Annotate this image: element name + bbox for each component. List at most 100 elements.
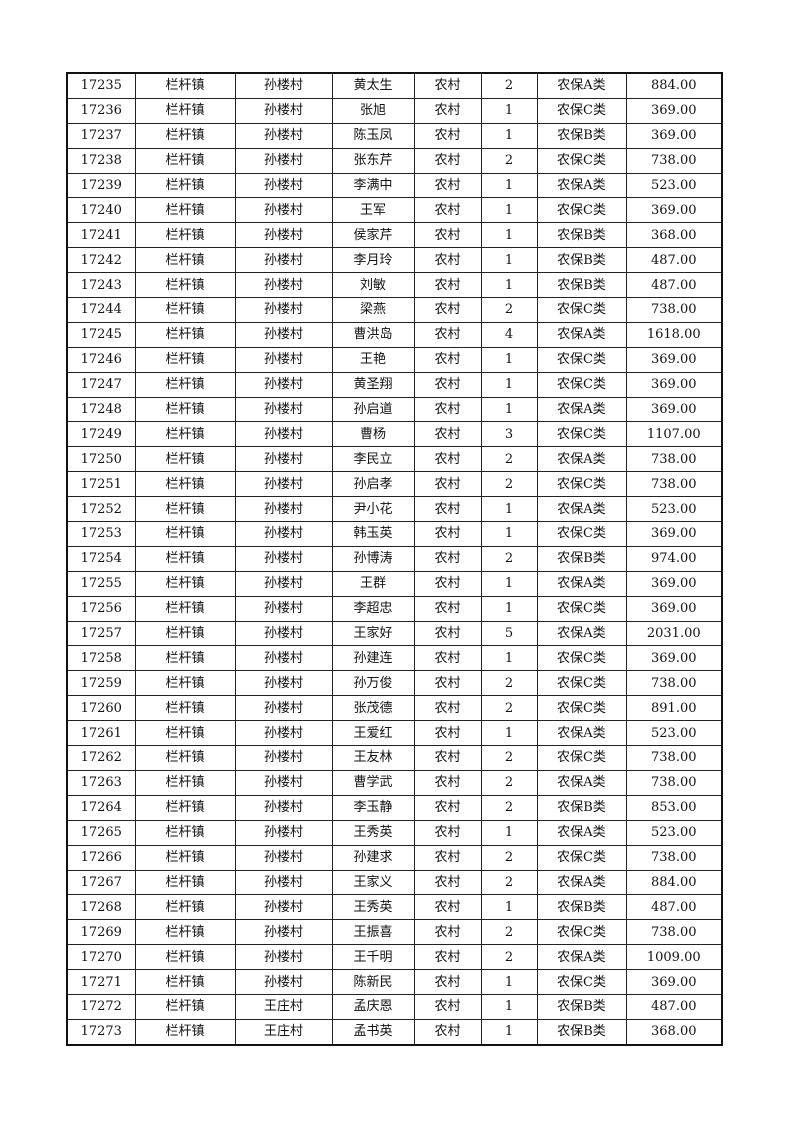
person-count-cell: 1 — [480, 197, 538, 224]
person-count-cell: 2 — [480, 745, 538, 771]
record-id-cell: 17256 — [66, 595, 136, 622]
person-count-cell: 2 — [480, 695, 538, 722]
amount-cell: 1618.00 — [625, 321, 723, 348]
table-row: 17244 栏杆镇 孙楼村 梁燕 农村 2 农保C类 738.00 — [66, 297, 723, 323]
name-cell: 刘敏 — [331, 272, 415, 299]
name-cell: 孙启孝 — [331, 471, 415, 498]
table-row: 17267 栏杆镇 孙楼村 王家义 农村 2 农保A类 884.00 — [66, 869, 723, 896]
person-count-cell: 2 — [480, 147, 538, 174]
amount-cell: 738.00 — [625, 297, 723, 323]
amount-cell: 487.00 — [625, 247, 723, 274]
town-cell: 栏杆镇 — [134, 1018, 236, 1046]
village-cell: 孙楼村 — [234, 595, 333, 622]
record-id-cell: 17246 — [66, 346, 136, 373]
village-cell: 孙楼村 — [234, 645, 333, 672]
village-cell: 孙楼村 — [234, 222, 333, 249]
household-type-cell: 农村 — [413, 222, 482, 249]
table-row: 17249 栏杆镇 孙楼村 曹杨 农村 3 农保C类 1107.00 — [66, 421, 723, 448]
table-row: 17238 栏杆镇 孙楼村 张东芹 农村 2 农保C类 738.00 — [66, 147, 723, 174]
insurance-category-cell: 农保C类 — [536, 147, 627, 174]
record-id-cell: 17237 — [66, 122, 136, 149]
table-row: 17258 栏杆镇 孙楼村 孙建连 农村 1 农保C类 369.00 — [66, 645, 723, 672]
village-cell: 孙楼村 — [234, 869, 333, 896]
table-row: 17241 栏杆镇 孙楼村 侯家芹 农村 1 农保B类 368.00 — [66, 222, 723, 249]
household-type-cell: 农村 — [413, 745, 482, 771]
name-cell: 孙建求 — [331, 844, 415, 871]
amount-cell: 738.00 — [625, 670, 723, 697]
record-id-cell: 17248 — [66, 396, 136, 423]
insurance-category-cell: 农保A类 — [536, 496, 627, 523]
household-type-cell: 农村 — [413, 819, 482, 846]
record-id-cell: 17239 — [66, 172, 136, 199]
household-type-cell: 农村 — [413, 670, 482, 697]
household-type-cell: 农村 — [413, 147, 482, 174]
record-id-cell: 17260 — [66, 695, 136, 722]
household-type-cell: 农村 — [413, 371, 482, 398]
amount-cell: 2031.00 — [625, 620, 723, 647]
person-count-cell: 2 — [480, 919, 538, 946]
record-id-cell: 17251 — [66, 471, 136, 498]
table-row: 17266 栏杆镇 孙楼村 孙建求 农村 2 农保C类 738.00 — [66, 844, 723, 871]
village-cell: 孙楼村 — [234, 72, 333, 99]
insurance-category-cell: 农保B类 — [536, 247, 627, 274]
town-cell: 栏杆镇 — [134, 197, 236, 224]
insurance-category-cell: 农保A类 — [536, 396, 627, 423]
person-count-cell: 1 — [480, 496, 538, 523]
insurance-category-cell: 农保C类 — [536, 595, 627, 622]
table-row: 17260 栏杆镇 孙楼村 张茂德 农村 2 农保C类 891.00 — [66, 695, 723, 722]
record-id-cell: 17261 — [66, 720, 136, 747]
town-cell: 栏杆镇 — [134, 496, 236, 523]
name-cell: 曹洪岛 — [331, 321, 415, 348]
name-cell: 孙建连 — [331, 645, 415, 672]
person-count-cell: 1 — [480, 172, 538, 199]
person-count-cell: 1 — [480, 993, 538, 1020]
town-cell: 栏杆镇 — [134, 421, 236, 448]
town-cell: 栏杆镇 — [134, 819, 236, 846]
village-cell: 王庄村 — [234, 1018, 333, 1046]
amount-cell: 369.00 — [625, 645, 723, 672]
village-cell: 孙楼村 — [234, 919, 333, 946]
household-type-cell: 农村 — [413, 645, 482, 672]
person-count-cell: 1 — [480, 396, 538, 423]
insurance-category-cell: 农保A类 — [536, 446, 627, 473]
table-row: 17242 栏杆镇 孙楼村 李月玲 农村 1 农保B类 487.00 — [66, 247, 723, 274]
insurance-category-cell: 农保A类 — [536, 769, 627, 796]
insurance-category-cell: 农保C类 — [536, 844, 627, 871]
town-cell: 栏杆镇 — [134, 297, 236, 323]
town-cell: 栏杆镇 — [134, 272, 236, 299]
amount-cell: 368.00 — [625, 1018, 723, 1046]
household-type-cell: 农村 — [413, 396, 482, 423]
name-cell: 韩玉英 — [331, 521, 415, 547]
person-count-cell: 2 — [480, 72, 538, 99]
insurance-category-cell: 农保C类 — [536, 471, 627, 498]
record-id-cell: 17258 — [66, 645, 136, 672]
person-count-cell: 1 — [480, 595, 538, 622]
amount-cell: 523.00 — [625, 496, 723, 523]
village-cell: 孙楼村 — [234, 272, 333, 299]
person-count-cell: 1 — [480, 969, 538, 995]
name-cell: 李民立 — [331, 446, 415, 473]
table-row: 17252 栏杆镇 孙楼村 尹小花 农村 1 农保A类 523.00 — [66, 496, 723, 523]
person-count-cell: 2 — [480, 471, 538, 498]
town-cell: 栏杆镇 — [134, 595, 236, 622]
table-row: 17248 栏杆镇 孙楼村 孙启道 农村 1 农保A类 369.00 — [66, 396, 723, 423]
village-cell: 孙楼村 — [234, 819, 333, 846]
name-cell: 陈玉凤 — [331, 122, 415, 149]
village-cell: 孙楼村 — [234, 570, 333, 597]
record-id-cell: 17243 — [66, 272, 136, 299]
amount-cell: 369.00 — [625, 197, 723, 224]
insurance-category-cell: 农保A类 — [536, 72, 627, 99]
insurance-category-cell: 农保C类 — [536, 297, 627, 323]
town-cell: 栏杆镇 — [134, 645, 236, 672]
village-cell: 孙楼村 — [234, 297, 333, 323]
town-cell: 栏杆镇 — [134, 521, 236, 547]
household-type-cell: 农村 — [413, 97, 482, 124]
insurance-category-cell: 农保A类 — [536, 819, 627, 846]
village-cell: 孙楼村 — [234, 944, 333, 971]
table-row: 17261 栏杆镇 孙楼村 王爱红 农村 1 农保A类 523.00 — [66, 720, 723, 747]
table-row: 17262 栏杆镇 孙楼村 王友林 农村 2 农保C类 738.00 — [66, 745, 723, 771]
person-count-cell: 1 — [480, 894, 538, 921]
village-cell: 孙楼村 — [234, 844, 333, 871]
town-cell: 栏杆镇 — [134, 745, 236, 771]
village-cell: 孙楼村 — [234, 720, 333, 747]
